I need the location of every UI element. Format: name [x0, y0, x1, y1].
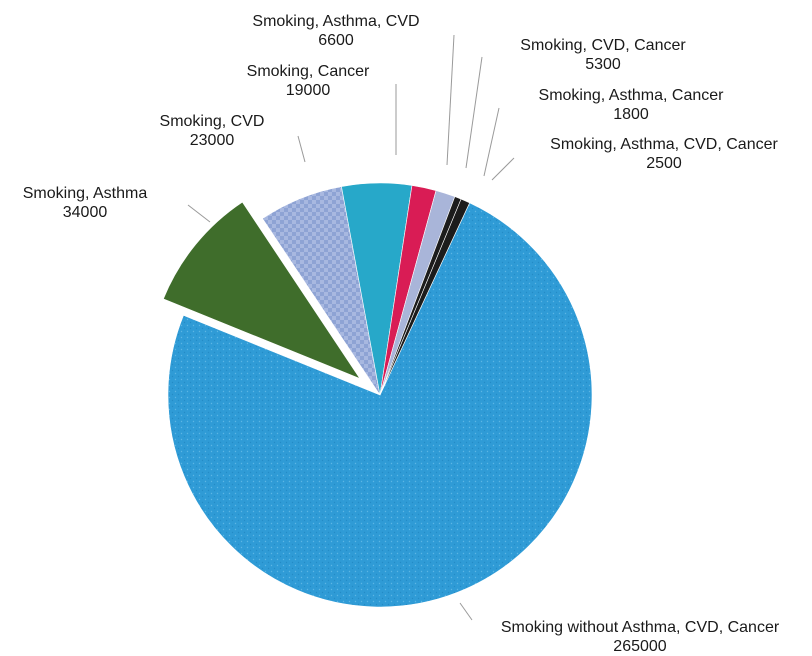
leader-line-smoking-asthma-cvd-cancer: [491, 157, 515, 181]
slice-label-name: Smoking, Asthma, CVD, Cancer: [550, 136, 778, 153]
pie-slice-smoking-without-asthma-cvd-cancer: [167, 202, 593, 608]
slice-label-name: Smoking, Asthma, Cancer: [539, 87, 725, 104]
leader-line-smoking-asthma-cvd: [446, 34, 455, 166]
slice-label-name: Smoking, Cancer: [247, 63, 370, 80]
slice-label-name: Smoking, Asthma: [23, 185, 148, 202]
leader-line-smoking-asthma: [187, 204, 211, 223]
slice-label-smoking-cancer: Smoking, Cancer 19000: [247, 63, 370, 99]
pie-slices: [163, 182, 593, 608]
pie-slice-smoking-asthma: [163, 201, 361, 380]
slice-label-smoking-asthma: Smoking, Asthma 34000: [23, 185, 148, 221]
slice-label-name: Smoking, CVD, Cancer: [520, 37, 686, 54]
slice-label-smoking-cvd-cancer: Smoking, CVD, Cancer 5300: [520, 37, 686, 73]
slice-label-smoking-without-asthma-cvd-cancer: Smoking without Asthma, CVD, Cancer 26500…: [501, 619, 780, 655]
leader-line-smoking-asthma-cancer: [483, 107, 500, 177]
slice-label-value: 23000: [190, 132, 235, 149]
slice-label-smoking-cvd: Smoking, CVD 23000: [160, 113, 265, 149]
slice-labels: Smoking without Asthma, CVD, Cancer 26500…: [23, 13, 780, 655]
pie-slice-smoking-asthma-cvd-cancer: [379, 198, 470, 396]
slice-label-smoking-asthma-cvd: Smoking, Asthma, CVD 6600: [252, 13, 419, 49]
slice-label-smoking-asthma-cvd-cancer: Smoking, Asthma, CVD, Cancer 2500: [550, 136, 778, 172]
slice-label-name: Smoking, CVD: [160, 113, 265, 130]
slice-label-value: 2500: [646, 155, 682, 172]
slice-label-value: 6600: [318, 32, 354, 49]
slice-label-value: 265000: [613, 638, 666, 655]
slice-label-name: Smoking, Asthma, CVD: [252, 13, 419, 30]
slice-label-name: Smoking without Asthma, CVD, Cancer: [501, 619, 780, 636]
label-leader-lines: [187, 34, 515, 621]
leader-line-smoking-cvd-cancer: [465, 56, 483, 169]
slice-label-smoking-asthma-cancer: Smoking, Asthma, Cancer 1800: [539, 87, 725, 123]
leader-line-smoking-cvd: [297, 135, 306, 163]
leader-line-smoking-without-asthma-cvd-cancer: [459, 602, 473, 621]
slice-label-value: 1800: [613, 106, 649, 123]
slice-label-value: 5300: [585, 56, 621, 73]
slice-label-value: 34000: [63, 204, 108, 221]
slice-label-value: 19000: [286, 82, 331, 99]
